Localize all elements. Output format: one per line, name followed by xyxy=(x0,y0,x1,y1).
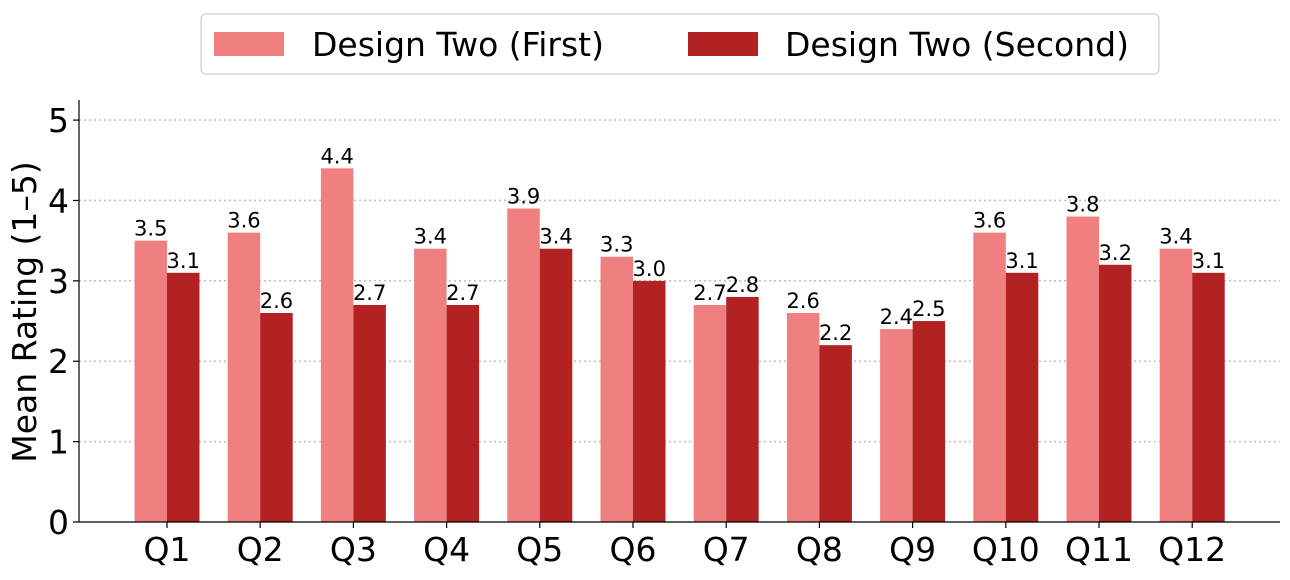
bar-value-label: 2.7 xyxy=(446,281,479,305)
bar-value-label: 3.8 xyxy=(1066,193,1099,217)
bar-value-label: 3.1 xyxy=(1005,249,1038,273)
bar-value-label: 2.7 xyxy=(693,281,726,305)
bar-value-label: 2.6 xyxy=(786,289,819,313)
bar-value-label: 3.4 xyxy=(539,225,572,249)
bar-value-label: 3.3 xyxy=(600,233,633,257)
bar-second xyxy=(912,321,946,522)
x-tick-label: Q10 xyxy=(972,530,1040,569)
bar-value-label: 3.1 xyxy=(1192,249,1225,273)
y-tick-label: 2 xyxy=(48,342,69,381)
bar-first xyxy=(320,168,354,523)
x-tick-label: Q6 xyxy=(610,530,657,569)
bar-value-label: 2.8 xyxy=(726,273,759,297)
bar-second xyxy=(539,248,573,522)
bar-second xyxy=(260,313,293,522)
bar-first xyxy=(600,256,633,522)
legend-label: Design Two (First) xyxy=(312,25,604,64)
bar-second xyxy=(819,345,852,522)
bar-value-label: 3.9 xyxy=(507,185,540,209)
bar-first xyxy=(507,208,540,522)
bar-first xyxy=(693,304,727,522)
axes xyxy=(73,100,1280,528)
bar-value-label: 3.5 xyxy=(134,217,167,241)
bar-value-label: 3.6 xyxy=(227,209,260,233)
x-tick-label: Q2 xyxy=(237,530,284,569)
bar-first xyxy=(1159,248,1193,522)
bar-value-label: 3.2 xyxy=(1099,241,1132,265)
bar-second xyxy=(446,304,480,522)
bar-second xyxy=(726,296,759,522)
y-tick-label: 3 xyxy=(48,262,69,301)
bar-first xyxy=(414,248,447,522)
x-tick-label: Q8 xyxy=(796,530,843,569)
bar-value-label: 2.5 xyxy=(912,297,945,321)
bar-value-label: 2.4 xyxy=(880,305,913,329)
bar-second xyxy=(167,272,200,522)
legend-swatch xyxy=(214,32,284,56)
y-tick-label: 5 xyxy=(48,101,69,140)
x-tick-labels: Q1 Q2 Q3 Q4 Q5 Q6 Q7 Q8 Q9 Q10 Q11 Q12 xyxy=(144,530,1227,569)
bar-value-label: 2.6 xyxy=(260,289,293,313)
bar-first xyxy=(227,232,261,522)
bar-second xyxy=(1192,272,1225,522)
bar-first xyxy=(134,240,167,522)
x-tick-label: Q3 xyxy=(330,530,377,569)
bar-second xyxy=(353,304,386,522)
legend-label: Design Two (Second) xyxy=(785,25,1129,64)
x-tick-label: Q9 xyxy=(889,530,936,569)
legend-swatch xyxy=(688,32,758,56)
bar-value-label: 2.7 xyxy=(353,281,386,305)
bar-first xyxy=(973,232,1006,522)
bar-first xyxy=(1066,216,1099,523)
bar-value-label: 2.2 xyxy=(819,321,852,345)
bars xyxy=(134,168,1225,523)
y-tick-label: 4 xyxy=(48,181,69,220)
bar-value-label: 4.4 xyxy=(320,144,353,168)
x-tick-label: Q4 xyxy=(423,530,470,569)
y-tick-label: 0 xyxy=(48,503,69,542)
bar-first xyxy=(880,329,913,522)
x-tick-label: Q5 xyxy=(516,530,563,569)
value-labels: 3.53.13.62.64.42.73.42.73.93.4 3.33.02.7 2… xyxy=(134,144,1225,345)
legend: Design Two (First) Design Two (Second) xyxy=(200,13,1160,75)
x-tick-label: Q7 xyxy=(703,530,750,569)
x-tick-label: Q1 xyxy=(144,530,191,569)
bar-value-label: 3.1 xyxy=(167,249,200,273)
legend-frame xyxy=(200,13,1160,75)
bar-second xyxy=(1005,272,1039,522)
bar-value-label: 3.4 xyxy=(1159,225,1192,249)
x-tick-label: Q11 xyxy=(1065,530,1133,569)
bar-second xyxy=(633,280,666,522)
bar-value-label: 3.4 xyxy=(414,225,447,249)
y-tick-label: 1 xyxy=(48,423,69,462)
bar-value-label: 3.0 xyxy=(633,257,666,281)
bar-value-label: 3.6 xyxy=(973,209,1006,233)
bar-second xyxy=(1099,264,1132,522)
x-tick-label: Q12 xyxy=(1158,530,1226,569)
y-tick-labels: 0 1 2 3 4 5 xyxy=(48,101,69,542)
bar-first xyxy=(786,313,820,522)
y-axis-label: Mean Rating (1–5) xyxy=(5,161,44,463)
